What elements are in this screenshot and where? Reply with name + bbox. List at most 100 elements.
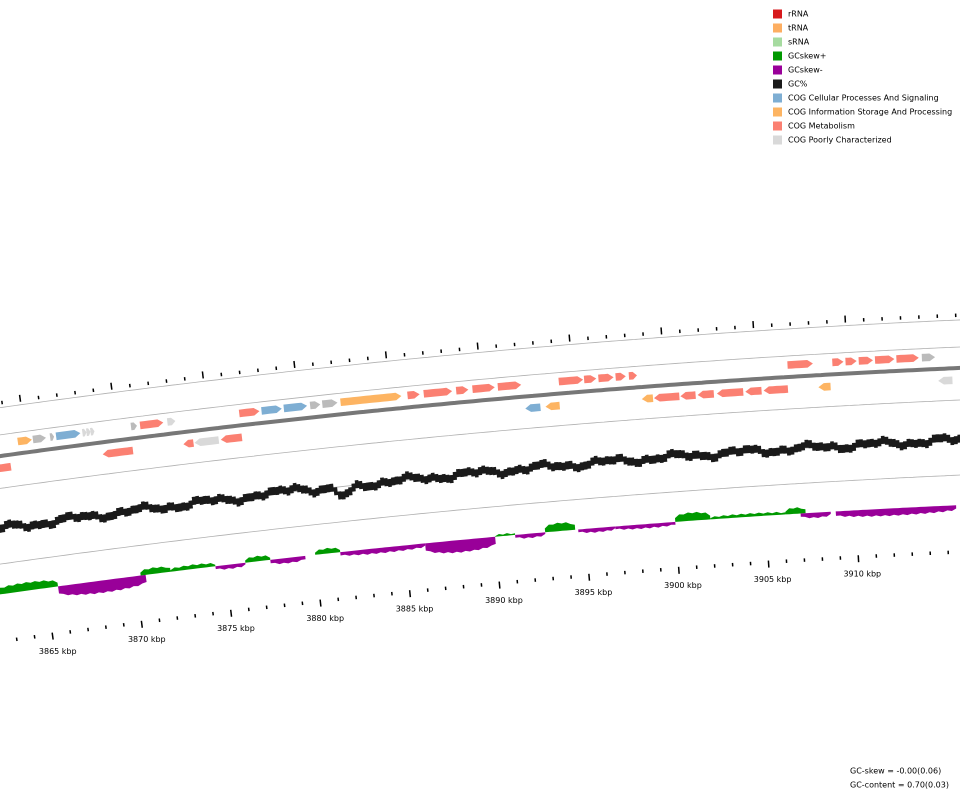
tick-mark [51,632,54,640]
gene [745,386,762,396]
gc-skew-negative [58,574,147,596]
legend-swatch [773,93,782,103]
legend-label: rRNA [788,10,809,19]
backbone [0,365,960,459]
gc-skew-negative [215,562,246,570]
tick-mark [498,581,501,589]
tick-mark [476,342,479,350]
gene [220,433,243,443]
gene [102,446,134,458]
tick-mark [660,327,663,335]
scale-label: 3900 kbp [664,581,702,590]
legend-swatch [773,23,782,33]
gene [321,399,338,408]
gene [340,392,402,406]
gc-skew-negative [800,511,831,519]
gene [525,403,541,412]
gene [194,436,220,446]
gene [17,436,32,446]
scale-label: 3895 kbp [575,588,613,597]
gene [896,354,919,363]
gc-skew-positive [495,533,516,537]
ring-line [0,319,960,409]
scale-label: 3885 kbp [396,605,434,614]
legend-label: tRNA [788,24,809,33]
gene [858,356,873,365]
tick-mark [229,609,233,617]
legend-label: GCskew+ [788,52,826,61]
tick-mark [18,394,22,402]
gene [545,401,560,411]
ring-line [0,346,960,436]
tick-mark [293,360,296,369]
gene [49,433,55,441]
gc-content-stat: GC-content = 0.70(0.03) [850,781,949,790]
gene [845,357,857,366]
gene [90,427,95,436]
gc-skew-positive [315,547,341,555]
gene [716,388,744,398]
gene [874,355,895,364]
tick-mark [568,334,571,342]
gene [654,392,680,402]
gene [763,385,789,394]
ring-line [0,439,960,530]
tick-mark [384,351,388,359]
gene [423,387,453,398]
scale-label: 3905 kbp [754,575,792,584]
gene [921,353,936,362]
legend: rRNA tRNA sRNA GCskew+ GCskew- GC% COG Cellula… [773,9,952,145]
gene [558,376,584,386]
legend-swatch [773,37,782,47]
gc-skew-positive [0,580,58,595]
legend-swatch [773,135,782,145]
gene [55,430,81,441]
scale-label: 3870 kbp [128,635,166,644]
gene [818,382,831,391]
gene [641,394,654,403]
legend-label: COG Information Storage And Processing [788,108,952,117]
legend-swatch [773,65,782,75]
gene [238,408,260,418]
scale-label: 3865 kbp [39,647,77,656]
tracks: 3865 kbp 3870 kbp 3875 kbp 3880 kbp 3885 kbp… [0,313,960,656]
gene [938,376,953,385]
gene [309,401,321,410]
legend-label: COG Cellular Processes And Signaling [788,94,939,103]
legend-swatch [773,79,782,89]
gc-skew-positive [675,511,711,522]
tick-mark [677,566,680,574]
gene [583,375,597,384]
gene [615,372,626,381]
gc-skew-stat: GC-skew = -0.00(0.06) [850,767,941,776]
gc-skew-positive [710,511,786,520]
tick-mark [201,371,204,379]
gene [680,391,696,400]
legend-swatch [773,121,782,131]
gene [407,391,420,400]
gene [0,462,12,473]
gene [283,402,308,413]
legend-label: GCskew- [788,66,823,75]
gene [166,417,176,426]
legend-label: sRNA [788,38,810,47]
gene [32,434,46,444]
legend-label: GC% [788,80,808,89]
gc-skew-negative [835,505,957,517]
tick-mark [588,573,591,581]
legend-swatch [773,9,782,19]
gc-content-plot [0,433,960,533]
gc-skew-negative [340,543,426,556]
ring-line [0,399,960,489]
gc-skew-positive [544,522,576,533]
tick-mark [319,599,322,607]
gc-skew-positive [140,566,171,576]
gene [130,422,137,431]
gene [472,383,495,393]
scale-label: 3875 kbp [217,624,255,633]
gc-skew-positive [170,563,216,572]
gene [832,358,844,367]
gc-skew-negative [515,532,546,539]
gc-skew-negative [578,526,616,533]
